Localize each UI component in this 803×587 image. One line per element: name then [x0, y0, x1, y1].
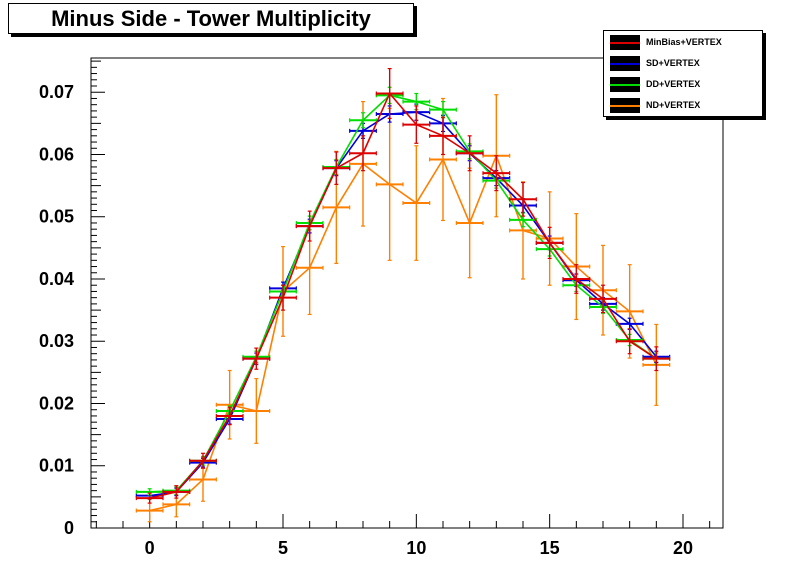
- data-point: [402, 92, 431, 111]
- data-point: [269, 284, 297, 311]
- x-tick-label: 5: [278, 538, 288, 558]
- y-tick-label: 0.07: [39, 82, 74, 102]
- data-point: [295, 210, 324, 242]
- data-point: [189, 452, 217, 469]
- legend: MinBias+VERTEX SD+VERTEX DD+VERTEX ND+VE…: [603, 30, 763, 117]
- legend-label-sd: SD+VERTEX: [646, 58, 700, 68]
- y-tick-label: 0.01: [39, 456, 74, 476]
- legend-label-nd: ND+VERTEX: [646, 100, 701, 110]
- x-tick-label: 20: [673, 538, 693, 558]
- legend-swatch-nd: [610, 98, 640, 113]
- series-line: [149, 92, 657, 499]
- chart-title: Minus Side - Tower Multiplicity: [51, 6, 371, 31]
- chart-title-box: Minus Side - Tower Multiplicity: [8, 3, 414, 34]
- y-tick-label: 0: [64, 518, 74, 538]
- data-point: [215, 406, 244, 426]
- data-point: [562, 264, 591, 294]
- legend-swatch-sd: [610, 56, 640, 71]
- data-point: [642, 346, 671, 372]
- legend-label-minbias: MinBias+VERTEX: [646, 37, 722, 47]
- data-point: [162, 485, 191, 499]
- y-tick-label: 0.05: [39, 207, 74, 227]
- data-point: [375, 107, 404, 261]
- data-point: [135, 492, 164, 504]
- data-point: [535, 226, 564, 260]
- data-point: [375, 67, 404, 119]
- y-tick-label: 0.06: [39, 144, 74, 164]
- data-point: [322, 151, 351, 185]
- legend-item-minbias: MinBias+VERTEX: [608, 34, 760, 52]
- data-point: [349, 135, 377, 172]
- data-point: [349, 112, 377, 129]
- legend-item-sd: SD+VERTEX: [608, 55, 760, 73]
- y-tick-label: 0.04: [39, 269, 74, 289]
- legend-swatch-dd: [610, 77, 640, 92]
- data-point: [215, 369, 244, 440]
- legend-label-dd: DD+VERTEX: [646, 79, 701, 89]
- data-point: [482, 155, 511, 192]
- x-tick-label: 0: [145, 538, 155, 558]
- data-point: [429, 100, 457, 119]
- data-point: [589, 284, 617, 314]
- x-tick-label: 15: [540, 538, 560, 558]
- y-tick-label: 0.03: [39, 331, 74, 351]
- x-tick-label: 10: [406, 538, 426, 558]
- data-point: [509, 181, 537, 217]
- plot-frame: [90, 57, 724, 529]
- axes-layer: 0 0.01 0.02 0.03 0.04 0.05 0.06 0.07 0 5 10 15 20: [39, 60, 711, 558]
- legend-swatch-minbias: [610, 35, 640, 50]
- legend-item-nd: ND+VERTEX: [608, 97, 760, 115]
- data-point: [615, 328, 644, 355]
- data-point: [402, 105, 431, 144]
- series-layer: [135, 67, 671, 523]
- data-point: [402, 145, 431, 261]
- legend-item-dd: DD+VERTEX: [608, 76, 760, 94]
- data-point: [455, 135, 484, 172]
- data-point: [242, 347, 271, 370]
- data-point: [429, 116, 457, 156]
- y-tick-label: 0.02: [39, 393, 74, 413]
